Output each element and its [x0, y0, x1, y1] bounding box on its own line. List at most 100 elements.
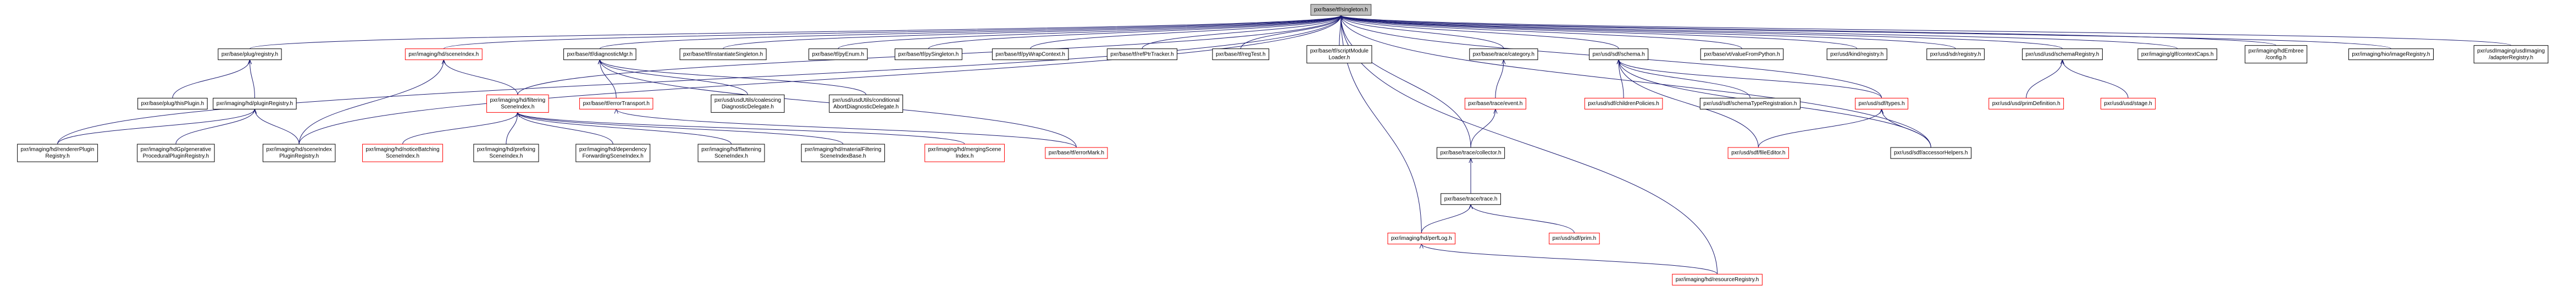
node-box — [1699, 97, 1801, 109]
node[interactable]: pxr/base/tf/singleton.h — [1310, 4, 1372, 16]
node[interactable]: pxr/imaging/hio/imageRegistry.h — [2348, 48, 2434, 61]
node[interactable]: pxr/usd/usd/primDefinition.h — [1988, 97, 2064, 109]
node[interactable]: pxr/imaging/hd/perfLog.h — [1387, 233, 1456, 245]
node-label: /config.h — [2265, 54, 2286, 61]
node[interactable]: pxr/usd/sdf/childrenPolicies.h — [1584, 97, 1663, 109]
node-label: pxr/base/tf/singleton.h — [1314, 7, 1368, 13]
node[interactable]: pxr/base/plug/thisPlugin.h — [137, 97, 208, 109]
node[interactable]: pxr/base/tf/errorMark.h — [1045, 147, 1108, 159]
node[interactable]: pxr/base/trace/trace.h — [1441, 193, 1501, 205]
node[interactable]: pxr/imaging/hdEmbree/config.h — [2245, 45, 2307, 64]
node[interactable]: pxr/base/tf/refPtrTracker.h — [1106, 48, 1178, 61]
node-box — [1589, 48, 1649, 61]
node[interactable]: pxr/usd/kind/registry.h — [1826, 48, 1887, 61]
node[interactable]: pxr/base/trace/collector.h — [1436, 147, 1505, 159]
node[interactable]: pxr/base/tf/regTest.h — [1212, 48, 1270, 61]
edge — [1619, 60, 1759, 148]
edge — [928, 15, 1340, 50]
node[interactable]: pxr/imaging/hd/sceneIndexPluginRegistry.… — [262, 144, 336, 162]
node[interactable]: pxr/base/tf/diagnosticMgr.h — [563, 48, 636, 61]
node-label: pxr/base/plug/registry.h — [221, 51, 278, 57]
node-label: pxr/usd/sdf/schemaTypeRegistration.h — [1703, 101, 1797, 107]
node[interactable]: pxr/usd/sdf/prim.h — [1549, 233, 1600, 245]
node[interactable]: pxr/usd/usdUtils/conditionalAbortDiagnos… — [829, 94, 904, 113]
node[interactable]: pxr/base/trace/category.h — [1469, 48, 1538, 61]
node-label: pxr/imaging/hd/materialFiltering — [805, 147, 882, 153]
node-box — [2245, 45, 2307, 64]
node-box — [1988, 97, 2064, 109]
node[interactable]: pxr/imaging/hd/sceneIndex.h — [405, 48, 483, 61]
node-box — [575, 144, 651, 162]
node[interactable]: pxr/usd/usd/schemaRegistry.h — [2022, 48, 2103, 61]
edge — [518, 112, 965, 145]
edge — [249, 15, 1340, 50]
edge — [1471, 204, 1575, 233]
node[interactable]: pxr/imaging/hdGp/generativeProceduralPlu… — [137, 144, 215, 162]
node-label: Loader.h — [1328, 54, 1350, 61]
node-box — [473, 144, 539, 162]
edge — [518, 112, 732, 145]
edge — [250, 60, 255, 98]
node[interactable]: pxr/imaging/hd/dependencyForwardingScene… — [575, 144, 651, 162]
node[interactable]: pxr/usd/sdr/registry.h — [1926, 48, 1985, 61]
node[interactable]: pxr/base/tf/pySingleton.h — [894, 48, 962, 61]
node[interactable]: pxr/imaging/hd/noticeBatchingSceneIndex.… — [362, 144, 444, 162]
node[interactable]: pxr/usd/sdf/fileEditor.h — [1727, 147, 1789, 159]
node-label: pxr/base/tf/scriptModule — [1310, 48, 1369, 54]
node[interactable]: pxr/usdImaging/usdImaging/adapterRegistr… — [2473, 45, 2549, 64]
node-label: pxr/base/plug/thisPlugin.h — [141, 101, 204, 107]
node[interactable]: pxr/base/vt/valueFromPython.h — [1700, 48, 1784, 61]
node-box — [1306, 45, 1372, 64]
node[interactable]: pxr/base/tf/errorTransport.h — [579, 97, 653, 109]
edge — [1495, 60, 1504, 98]
node-box — [262, 144, 336, 162]
edge — [298, 15, 1341, 145]
node[interactable]: pxr/imaging/hd/materialFilteringSceneInd… — [801, 144, 885, 162]
node-label: pxr/imaging/hd/sceneIndex — [266, 147, 332, 153]
node-label: pxr/base/tf/pyEnum.h — [812, 51, 865, 57]
node[interactable]: pxr/usd/usdUtils/coalescingDiagnosticDel… — [711, 94, 785, 113]
edge — [1341, 15, 1858, 50]
node-label: pxr/base/trace/category.h — [1473, 51, 1534, 57]
node[interactable]: pxr/base/tf/pyEnum.h — [808, 48, 868, 61]
node[interactable]: pxr/imaging/hd/pluginRegistry.h — [213, 97, 297, 109]
edge — [1341, 15, 2178, 50]
node[interactable]: pxr/usd/usd/stage.h — [2100, 97, 2156, 109]
edge — [1341, 15, 1956, 50]
node-label: pxr/imaging/glf/contextCaps.h — [2141, 51, 2214, 57]
node-box — [137, 97, 208, 109]
node[interactable]: pxr/base/tf/pyWrapContext.h — [991, 48, 1069, 61]
node-label: pxr/imaging/hd/filtering — [490, 97, 546, 103]
node[interactable]: pxr/imaging/hd/resourceRegistry.h — [1672, 273, 1763, 286]
node[interactable]: pxr/base/trace/event.h — [1464, 97, 1526, 109]
edge — [1619, 59, 1882, 98]
edge — [838, 15, 1341, 50]
node[interactable]: pxr/usd/sdf/schema.h — [1589, 48, 1649, 61]
node-label: pxr/base/tf/pySingleton.h — [898, 51, 959, 57]
node-box — [137, 144, 215, 162]
node-label: pxr/usd/sdf/prim.h — [1553, 235, 1596, 242]
node-label: ProceduralPluginRegistry.h — [143, 154, 209, 160]
node[interactable]: pxr/base/plug/registry.h — [218, 48, 282, 61]
node[interactable]: pxr/imaging/glf/contextCaps.h — [2137, 48, 2218, 61]
node-label: pxr/imaging/hdEmbree — [2248, 48, 2304, 54]
node-label: pxr/base/tf/instantiateSingleton.h — [683, 51, 763, 57]
node-label: SceneIndex.h — [489, 154, 523, 160]
node[interactable]: pxr/usd/sdf/schemaTypeRegistration.h — [1699, 97, 1801, 109]
node-box — [1584, 97, 1663, 109]
node-box — [829, 94, 904, 113]
edge — [600, 59, 867, 95]
node-box — [1310, 4, 1372, 16]
node-box — [2348, 48, 2434, 61]
node[interactable]: pxr/usd/sdf/accessorHelpers.h — [1890, 147, 1972, 159]
node-box — [1441, 193, 1501, 205]
node[interactable]: pxr/base/tf/instantiateSingleton.h — [679, 48, 767, 61]
node-label: AbortDiagnosticDelegate.h — [833, 104, 899, 110]
node[interactable]: pxr/usd/sdf/types.h — [1855, 97, 1909, 109]
